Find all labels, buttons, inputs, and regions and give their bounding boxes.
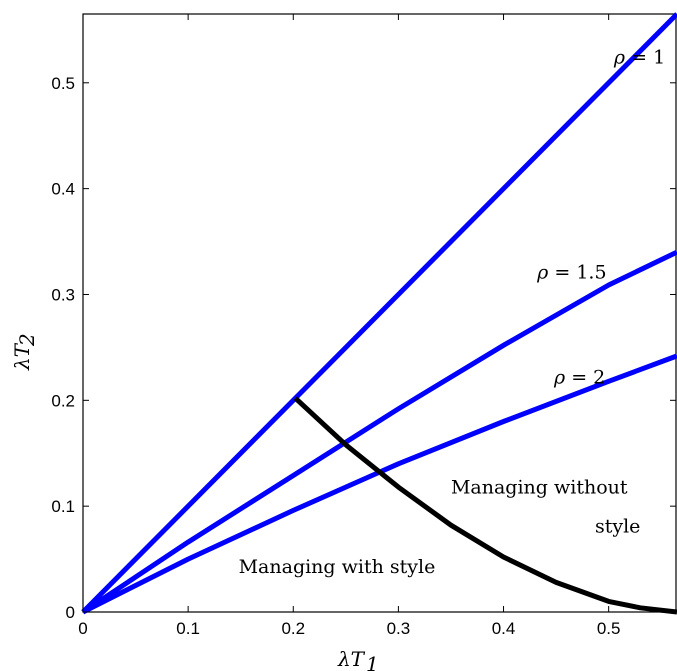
x-axis-title-main: λT [337,647,366,671]
x-tick-label: 0 [78,619,87,638]
series-label-symbol: ρ [553,366,566,388]
series-line-3 [81,353,677,615]
series-label-value: = 1.5 [548,262,606,284]
series-label-3: ρ = 2 [553,366,605,388]
x-axis-title: λT [337,647,366,671]
x-tick-label: 0.1 [176,619,200,638]
series-label-value: = 2 [565,366,605,388]
y-tick-label: 0.3 [51,285,75,304]
series-line-1 [81,12,677,614]
series-layer [81,12,677,615]
series-line-2 [81,249,677,615]
y-axis-title-main: λT [10,342,34,371]
x-tick-label: 0.3 [387,619,411,638]
plot-border [82,13,677,613]
series-label-symbol: ρ [613,47,626,69]
series-label-2: ρ = 1.5 [536,262,606,284]
y-axis-title-subscript: 2 [15,333,39,347]
annotation-2: Managing without [451,476,628,498]
x-axis-title-subscript: 1 [366,652,379,671]
y-tick-label: 0 [66,603,75,622]
y-tick-label: 0.1 [51,497,75,516]
plot-frame [82,13,677,613]
y-tick-label: 0.4 [51,180,75,199]
x-tick-label: 0.4 [492,619,516,638]
series-line-4 [293,396,677,615]
annotation-3: style [595,516,640,538]
series-label-value: = 1 [625,47,665,69]
y-tick-label: 0.5 [51,74,75,93]
y-axis-title: λT [10,342,34,371]
y-tick-label: 0.2 [51,391,75,410]
x-tick-label: 0.5 [597,619,621,638]
ticks-layer: 0 0.1 0.2 0.3 0.4 0.5 0 0.1 0.2 0.3 0.4 0.5 [51,14,676,638]
series-label-1: ρ = 1 [613,47,665,69]
x-tick-label: 0.2 [281,619,305,638]
series-label-symbol: ρ [536,262,549,284]
annotation-1: Managing with style [239,556,436,578]
